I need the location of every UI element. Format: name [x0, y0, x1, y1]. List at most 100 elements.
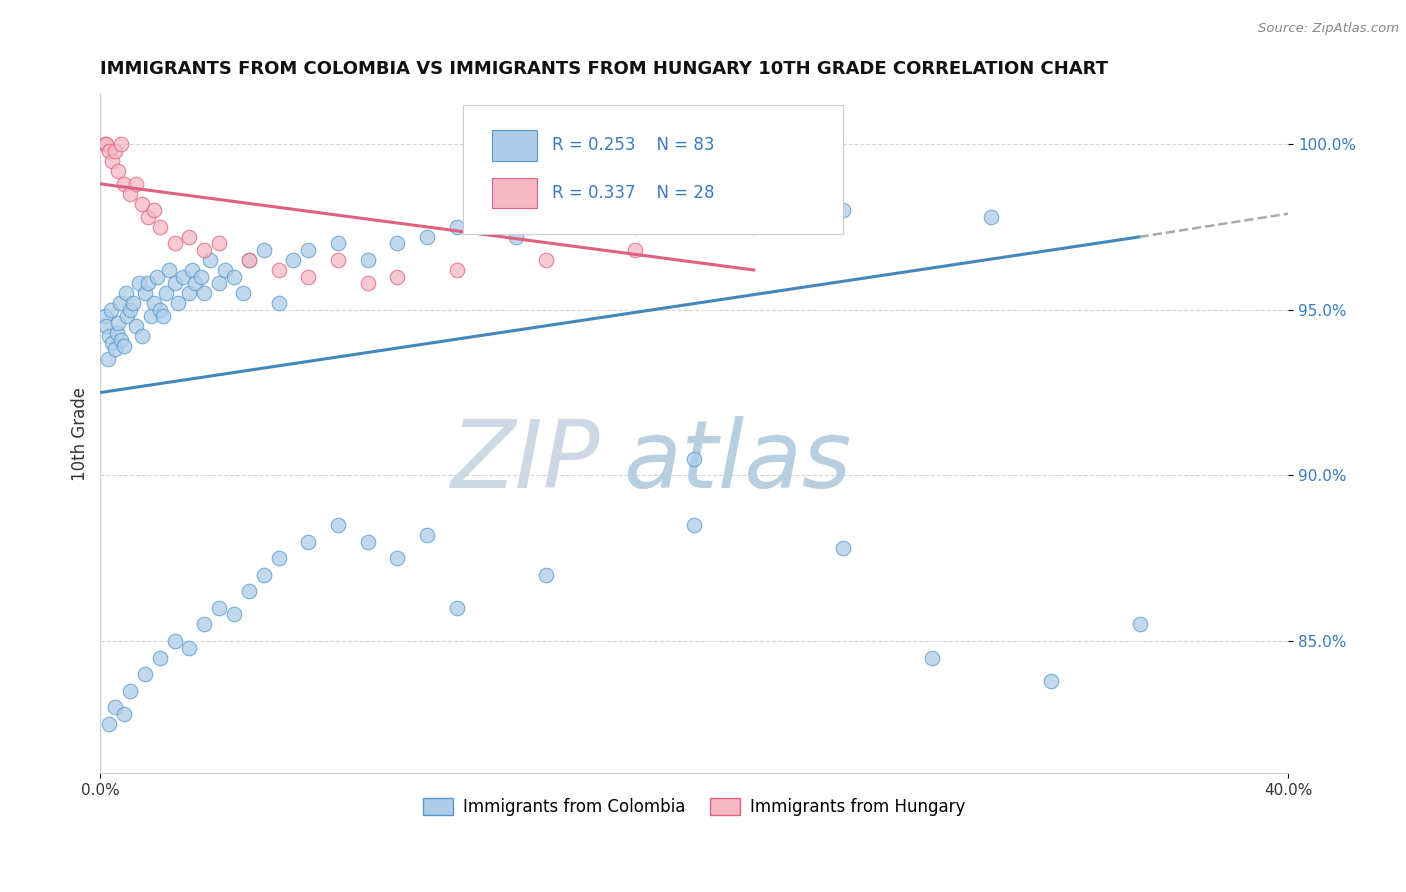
Point	[98, 329, 121, 343]
Point	[110, 137, 132, 152]
Point	[683, 451, 706, 466]
Text: R = 0.253    N = 83: R = 0.253 N = 83	[551, 136, 714, 154]
Point	[149, 219, 172, 234]
Point	[98, 716, 121, 731]
Point	[142, 203, 165, 218]
Point	[267, 551, 290, 566]
Point	[94, 137, 117, 152]
Point	[297, 534, 319, 549]
Point	[1039, 673, 1062, 688]
Point	[108, 296, 131, 310]
Point	[356, 277, 378, 291]
Point	[134, 667, 156, 681]
Point	[101, 335, 124, 350]
Point	[297, 269, 319, 284]
Point	[107, 316, 129, 330]
Point	[115, 310, 138, 324]
Text: Source: ZipAtlas.com: Source: ZipAtlas.com	[1258, 22, 1399, 36]
Point	[446, 219, 468, 234]
Point	[100, 302, 122, 317]
Point	[112, 706, 135, 721]
Point	[326, 253, 349, 268]
Point	[118, 186, 141, 201]
Point	[564, 210, 586, 224]
Point	[446, 600, 468, 615]
Point	[326, 518, 349, 533]
Point	[112, 339, 135, 353]
Point	[96, 137, 118, 152]
Point	[742, 219, 765, 234]
Point	[534, 253, 557, 268]
Point	[173, 269, 195, 284]
Point	[128, 277, 150, 291]
Point	[149, 302, 172, 317]
Point	[163, 634, 186, 648]
Point	[624, 243, 647, 257]
Point	[683, 518, 706, 533]
Point	[131, 196, 153, 211]
Point	[253, 243, 276, 257]
Point	[104, 700, 127, 714]
Point	[416, 528, 439, 542]
Point	[142, 296, 165, 310]
Point	[980, 210, 1002, 224]
Point	[222, 269, 245, 284]
Point	[387, 236, 409, 251]
Point	[208, 236, 231, 251]
Point	[110, 333, 132, 347]
Point	[326, 236, 349, 251]
Point	[96, 319, 118, 334]
Point	[253, 567, 276, 582]
Point	[446, 263, 468, 277]
Point	[193, 617, 215, 632]
Point	[190, 269, 212, 284]
Point	[152, 310, 174, 324]
Point	[222, 607, 245, 622]
Point	[101, 153, 124, 168]
FancyBboxPatch shape	[492, 130, 537, 161]
Point	[1129, 617, 1152, 632]
Text: R = 0.337    N = 28: R = 0.337 N = 28	[551, 184, 714, 202]
Y-axis label: 10th Grade: 10th Grade	[72, 387, 89, 481]
Point	[146, 269, 169, 284]
Point	[184, 277, 207, 291]
Point	[118, 302, 141, 317]
Point	[267, 263, 290, 277]
Text: atlas: atlas	[623, 416, 851, 507]
Point	[104, 343, 127, 357]
Point	[179, 640, 201, 655]
Point	[831, 203, 853, 218]
Point	[179, 230, 201, 244]
FancyBboxPatch shape	[463, 104, 842, 234]
Point	[416, 230, 439, 244]
Point	[387, 269, 409, 284]
Point	[200, 253, 222, 268]
Point	[149, 650, 172, 665]
Point	[94, 310, 117, 324]
Point	[105, 326, 128, 340]
Point	[179, 286, 201, 301]
Point	[136, 210, 159, 224]
Point	[97, 352, 120, 367]
Point	[267, 296, 290, 310]
Point	[136, 277, 159, 291]
Point	[114, 286, 136, 301]
Point	[505, 230, 527, 244]
Point	[208, 600, 231, 615]
Text: ZIP: ZIP	[450, 416, 599, 507]
Point	[624, 219, 647, 234]
Point	[387, 551, 409, 566]
Point	[181, 263, 204, 277]
Point	[921, 650, 943, 665]
FancyBboxPatch shape	[492, 178, 537, 208]
Point	[356, 534, 378, 549]
Point	[193, 286, 215, 301]
Point	[238, 584, 260, 599]
Point	[356, 253, 378, 268]
Point	[131, 329, 153, 343]
Point	[125, 319, 148, 334]
Point	[157, 263, 180, 277]
Point	[208, 277, 231, 291]
Point	[125, 177, 148, 191]
Point	[193, 243, 215, 257]
